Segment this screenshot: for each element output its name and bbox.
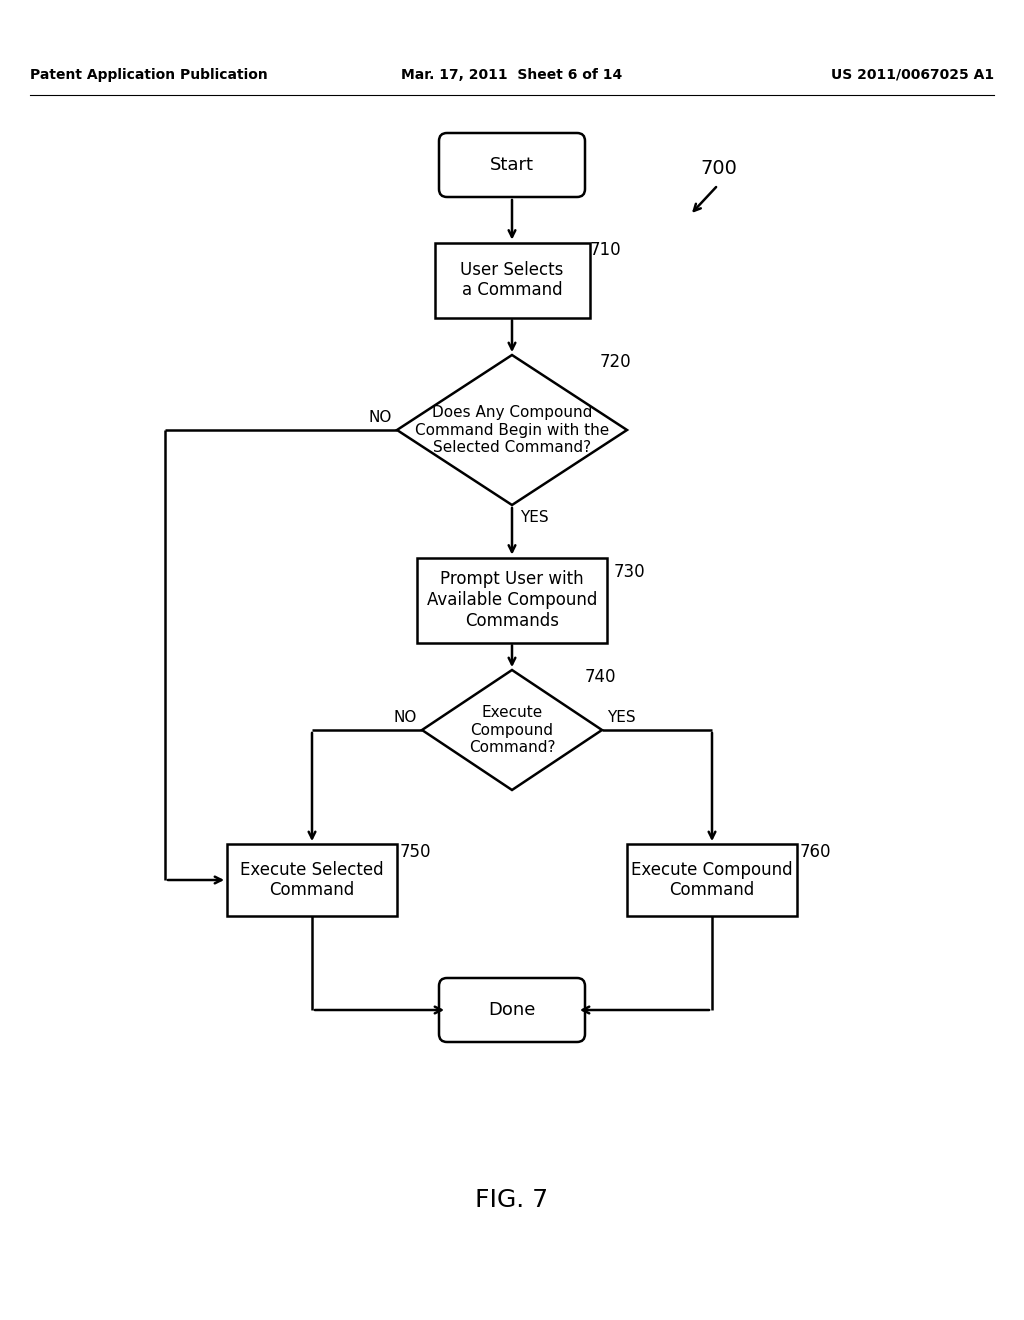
Text: Prompt User with
Available Compound
Commands: Prompt User with Available Compound Comm… (427, 570, 597, 630)
Text: 750: 750 (400, 843, 431, 861)
Text: 760: 760 (800, 843, 831, 861)
Text: 740: 740 (585, 668, 616, 686)
Text: 710: 710 (590, 242, 622, 259)
Text: Execute Selected
Command: Execute Selected Command (241, 861, 384, 899)
Text: User Selects
a Command: User Selects a Command (461, 260, 563, 300)
Text: YES: YES (520, 510, 549, 525)
Text: Execute
Compound
Command?: Execute Compound Command? (469, 705, 555, 755)
Text: Patent Application Publication: Patent Application Publication (30, 69, 267, 82)
Polygon shape (397, 355, 627, 506)
Bar (434, 243, 590, 318)
Bar (227, 843, 397, 916)
FancyBboxPatch shape (439, 978, 585, 1041)
Text: YES: YES (607, 710, 636, 725)
Text: Execute Compound
Command: Execute Compound Command (631, 861, 793, 899)
Bar (417, 557, 607, 643)
Text: FIG. 7: FIG. 7 (475, 1188, 549, 1212)
Text: US 2011/0067025 A1: US 2011/0067025 A1 (830, 69, 994, 82)
Bar (627, 843, 797, 916)
Text: NO: NO (369, 411, 392, 425)
Text: 730: 730 (614, 564, 645, 581)
Text: 720: 720 (600, 352, 632, 371)
Text: Start: Start (490, 156, 534, 174)
Text: Does Any Compound
Command Begin with the
Selected Command?: Does Any Compound Command Begin with the… (415, 405, 609, 455)
Polygon shape (422, 671, 602, 789)
Text: Done: Done (488, 1001, 536, 1019)
Text: NO: NO (393, 710, 417, 725)
Text: 700: 700 (700, 158, 737, 177)
Text: Mar. 17, 2011  Sheet 6 of 14: Mar. 17, 2011 Sheet 6 of 14 (401, 69, 623, 82)
FancyBboxPatch shape (439, 133, 585, 197)
